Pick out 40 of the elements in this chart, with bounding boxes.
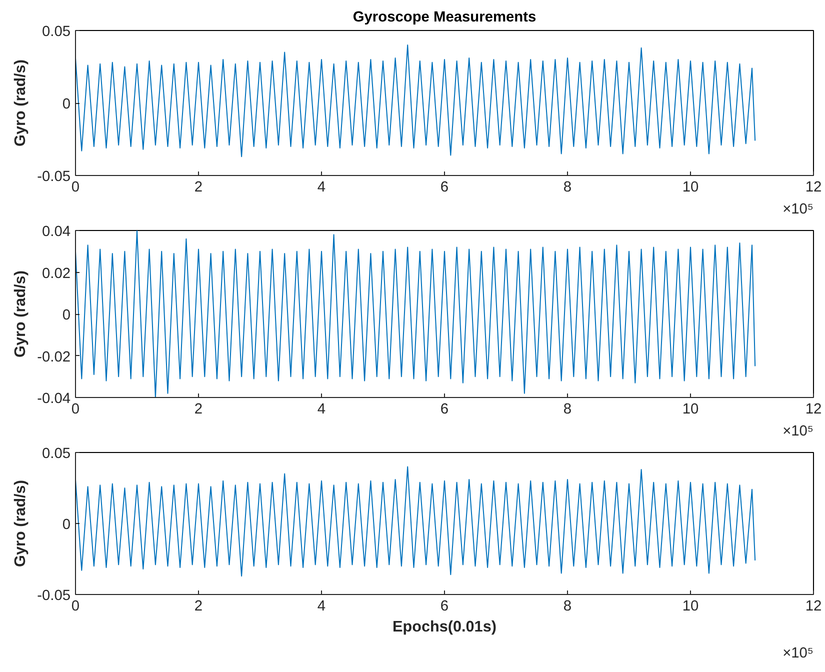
x-tick-label: 6: [440, 180, 449, 196]
y-tick-label: -0.04: [37, 391, 70, 407]
y-tick-label: 0.02: [42, 266, 71, 282]
y-tick-label: 0: [62, 517, 71, 533]
x-tick-label: 2: [194, 180, 203, 196]
y-axis-title: Gyro (rad/s): [12, 60, 30, 146]
y-tick-label: 0.05: [42, 446, 71, 462]
x-tick-label: 10: [682, 180, 699, 196]
x-tick-label: 2: [194, 402, 203, 418]
x-tick-label: 4: [317, 180, 326, 196]
y-tick-label: 0.04: [42, 224, 71, 240]
x-tick-label: 8: [563, 402, 572, 418]
x-tick-label: 8: [563, 180, 572, 196]
x-axis-title: Epochs(0.01s): [392, 618, 496, 636]
x-tick-label: 12: [805, 180, 822, 196]
text: ×10⁵: [782, 424, 814, 440]
y-tick-label: 0.05: [42, 24, 71, 40]
line-series: [76, 466, 756, 577]
line-series: [76, 230, 756, 398]
text: ×10⁵: [782, 646, 814, 662]
y-tick-label: 0: [62, 308, 71, 324]
x-tick-label: 12: [805, 598, 822, 614]
line-series: [76, 44, 756, 158]
y-axis-title: Gyro (rad/s): [12, 270, 30, 358]
y-tick-label: -0.02: [37, 349, 70, 366]
x-tick-label: 10: [682, 402, 699, 418]
y-tick-label: 0: [62, 96, 71, 112]
x-tick-label: 6: [440, 402, 449, 418]
text: ×10⁵: [782, 202, 814, 218]
x-tick-label: 8: [563, 598, 572, 614]
y-tick-label: -0.05: [37, 169, 70, 185]
chart-title: Gyroscope Measurements: [352, 10, 536, 26]
y-axis-title: Gyro (rad/s): [12, 480, 30, 567]
x-tick-label: 4: [317, 598, 326, 614]
x-tick-label: 12: [805, 402, 822, 418]
x-tick-label: 4: [317, 402, 326, 418]
x-tick-label: 10: [682, 598, 699, 614]
y-tick-label: -0.05: [37, 588, 70, 604]
x-tick-label: 2: [194, 598, 203, 614]
x-tick-label: 6: [440, 598, 449, 614]
